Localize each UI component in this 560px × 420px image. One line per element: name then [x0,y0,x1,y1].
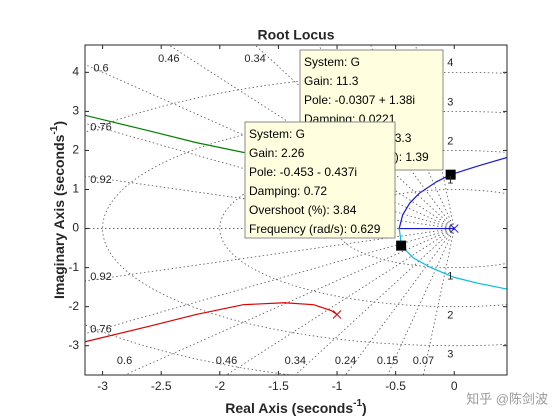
frequency-label: 3 [447,349,453,361]
y-tick-label: 1 [72,182,79,196]
x-tick-label: -1 [332,379,343,393]
datatip-box [244,121,396,239]
y-axis-label-text: Imaginary Axis (seconds [51,134,67,299]
frequency-label: 4 [447,57,453,69]
x-axis-label-sup: -1 [353,398,362,409]
y-tick-label: -3 [68,338,79,352]
damping-label: 0.46 [158,53,179,65]
datatip-line: Pole: -0.0307 + 1.38i [304,93,415,107]
datatip-line: Gain: 2.26 [249,146,305,160]
damping-line [387,228,455,375]
datatip-line: System: G [249,127,305,141]
y-axis-label: Imaginary Axis (seconds-1) [49,121,67,299]
y-tick-label: -1 [68,260,79,274]
damping-label: 0.46 [216,355,237,367]
frequency-label: 2 [447,135,453,147]
x-tick-label: -0.5 [385,379,406,393]
damping-label: 0.6 [93,62,108,74]
damping-line [423,228,455,375]
x-tick-label: 0 [451,379,458,393]
damping-label: 0.15 [377,355,398,367]
watermark: 知乎 @陈剑波 [466,391,548,406]
damping-label: 0.34 [285,355,306,367]
damping-label: 0.92 [90,174,111,186]
x-tick-label: -2 [214,379,225,393]
datatip-marker [396,240,407,251]
datatip-layer: System: G Gain: 11.3 Pole: -0.0307 + 1.38i… [244,49,456,251]
frequency-label: 3 [447,96,453,108]
pole-marker [332,310,342,319]
damping-line [226,228,455,375]
x-axis-label-end: ) [362,400,367,416]
locus-branch [85,302,338,343]
damping-label: 0.34 [244,53,265,65]
damping-line [124,228,455,375]
frequency-label: 2 [447,310,453,322]
y-tick-label: 3 [72,104,79,118]
frequency-label: 1 [447,271,453,283]
damping-label: 0.07 [413,355,434,367]
datatip-line: Gain: 11.3 [304,74,359,88]
locus-branch [398,156,507,230]
damping-label: 0.76 [90,121,111,133]
damping-label: 0.76 [90,324,111,336]
datatip-line: System: G [304,55,360,69]
datatip-line: Frequency (rad/s): 0.629 [249,222,381,236]
damping-line [168,45,455,229]
locus-branch [398,228,507,290]
y-tick-label: 2 [72,143,79,157]
y-axis-label-end: ) [51,121,67,126]
frequency-label: 1 [447,174,453,186]
datatip-line: Overshoot (%): 3.84 [249,203,357,217]
axes-layer: -3 -2.5 -2 -1.5 -1 -0.5 0 -3 -2 -1 0 1 2 3 4 [68,45,507,393]
damping-label: 0.92 [90,271,111,283]
pole-marker [449,224,459,233]
y-tick-label: 4 [72,65,79,79]
x-tick-label: -2.5 [151,379,172,393]
damping-line [85,64,455,229]
damping-line [295,228,455,375]
x-axis-label: Real Axis (seconds-1) [225,398,366,416]
datatip-marker [445,169,456,180]
y-tick-label: -2 [68,299,79,313]
datatip-line: Damping: 0.72 [249,184,327,198]
x-axis-label-text: Real Axis (seconds [225,400,353,416]
damping-label: 0.6 [117,355,132,367]
x-tick-label: -1.5 [268,379,289,393]
damping-line [254,45,455,229]
damping-label: 0.24 [335,355,356,367]
frequency-circle [219,150,507,308]
x-tick-label: -3 [97,379,108,393]
plot-frame [84,44,508,376]
chart-title: Root Locus [258,27,335,43]
datatip-line: Pole: -0.453 - 0.437i [249,165,357,179]
y-axis-label-sup: -1 [49,125,60,134]
y-tick-label: 0 [72,221,79,235]
